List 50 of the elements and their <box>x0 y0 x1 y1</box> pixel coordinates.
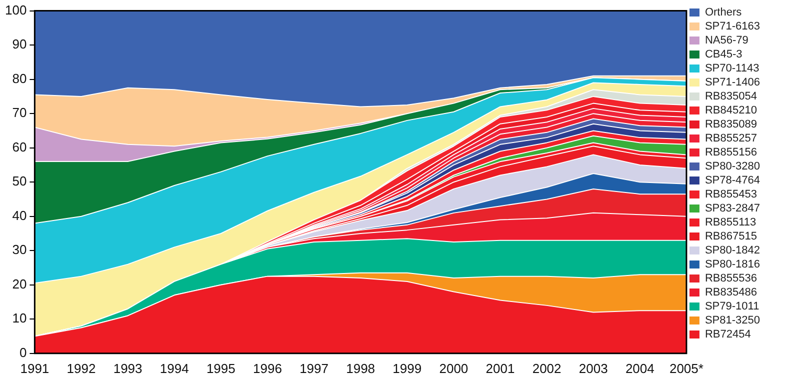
x-tick-label: 1995 <box>206 360 236 376</box>
legend-label: SP80-1842 <box>704 244 760 257</box>
legend-label: RB867515 <box>704 230 757 243</box>
legend-label: RB855156 <box>704 146 757 159</box>
legend-label: RB835486 <box>704 286 757 299</box>
legend-label: RB72454 <box>704 328 751 341</box>
x-tick-label: 1991 <box>20 360 50 376</box>
x-tick-label: 2004 <box>625 360 654 376</box>
x-tick-label: 1993 <box>113 360 142 376</box>
legend-label: SP70-1143 <box>704 62 760 75</box>
x-tick-label: 2001 <box>486 360 515 376</box>
legend-label: RB855536 <box>704 272 757 285</box>
x-tick-label: 1994 <box>160 360 189 376</box>
legend-label: RB855113 <box>704 216 756 229</box>
legend-label: SP71-6163 <box>704 20 760 33</box>
legend-label: SP78-4764 <box>704 174 760 187</box>
x-tick-label: 2005* <box>669 360 704 376</box>
y-tick-label: 70 <box>12 105 27 120</box>
y-tick-label: 100 <box>4 2 27 18</box>
y-tick-label: 30 <box>12 242 27 258</box>
y-tick-label: 10 <box>12 310 27 326</box>
legend-label: SP71-1406 <box>704 76 760 89</box>
x-tick-label: 1992 <box>66 360 96 376</box>
legend-label: RB845210 <box>704 104 757 117</box>
legend-label: NA56-79 <box>704 34 748 47</box>
x-tick-label: 1998 <box>346 360 376 376</box>
x-tick-label: 1997 <box>300 360 328 376</box>
legend-label: CB45-3 <box>704 48 742 61</box>
legend-label: SP80-3280 <box>704 160 760 173</box>
legend-label: SP80-1816 <box>704 258 760 271</box>
y-tick-label: 90 <box>12 36 27 52</box>
legend-label: RB855453 <box>704 188 757 201</box>
legend-label: RB835054 <box>704 90 757 103</box>
x-tick-label: 2002 <box>532 360 562 376</box>
y-tick-label: 80 <box>12 70 27 86</box>
y-tick-label: 60 <box>12 139 27 154</box>
legend-label: RB835089 <box>704 118 757 131</box>
legend-label: SP81-3250 <box>704 314 760 327</box>
y-tick-label: 50 <box>12 174 27 189</box>
x-tick-label: 1999 <box>392 360 422 376</box>
x-tick-label: 2000 <box>439 360 468 376</box>
legend-label: RB855257 <box>704 132 757 145</box>
x-tick-label: 2003 <box>578 360 608 376</box>
legend-label: SP79-1011 <box>704 300 760 313</box>
legend-label: Orthers <box>704 6 742 19</box>
x-tick-label: 1996 <box>253 360 282 376</box>
y-tick-label: 0 <box>19 344 27 360</box>
legend-label: SP83-2847 <box>704 202 760 215</box>
y-tick-label: 40 <box>12 208 27 223</box>
y-tick-label: 20 <box>12 276 27 292</box>
